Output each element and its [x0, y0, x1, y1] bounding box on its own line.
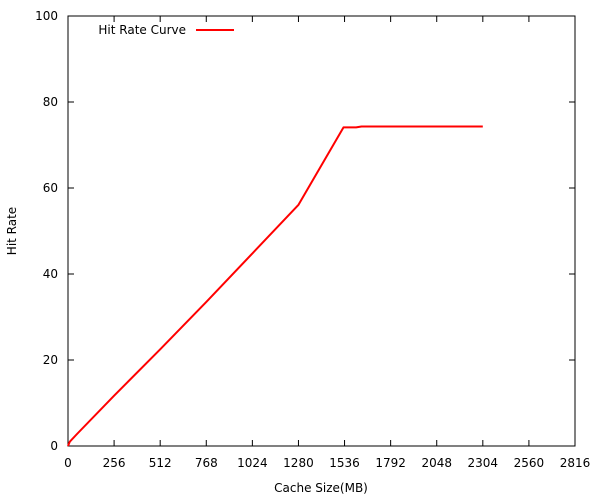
x-tick-label: 2048: [421, 456, 452, 470]
x-tick-label: 2560: [514, 456, 545, 470]
y-axis-ticks: 0 20 40 60 80 100: [35, 9, 575, 453]
legend: Hit Rate Curve: [98, 23, 234, 37]
series-layer: [67, 125, 483, 447]
x-axis-label: Cache Size(MB): [274, 481, 368, 495]
x-tick-label: 512: [149, 456, 172, 470]
x-tick-label: 0: [64, 456, 72, 470]
legend-label: Hit Rate Curve: [98, 23, 186, 37]
y-tick-label: 60: [43, 181, 58, 195]
series-line-hit-rate-curve: [67, 125, 483, 447]
x-axis-ticks: 0 256 512 768 1024 1280 1536 1792 2048 2304 2560 28…: [64, 16, 590, 470]
x-tick-label: 256: [103, 456, 126, 470]
x-tick-label: 768: [195, 456, 218, 470]
x-tick-label: 2816: [560, 456, 591, 470]
y-tick-label: 20: [43, 353, 58, 367]
x-tick-label: 2304: [468, 456, 499, 470]
x-tick-label: 1280: [283, 456, 314, 470]
plot-frame: [67, 15, 576, 447]
x-tick-label: 1024: [237, 456, 268, 470]
y-tick-label: 100: [35, 9, 58, 23]
y-tick-label: 80: [43, 95, 58, 109]
y-tick-label: 40: [43, 267, 58, 281]
x-tick-label: 1536: [329, 456, 360, 470]
y-tick-label: 0: [50, 439, 58, 453]
y-axis-label: Hit Rate: [5, 207, 19, 255]
x-tick-label: 1792: [375, 456, 406, 470]
